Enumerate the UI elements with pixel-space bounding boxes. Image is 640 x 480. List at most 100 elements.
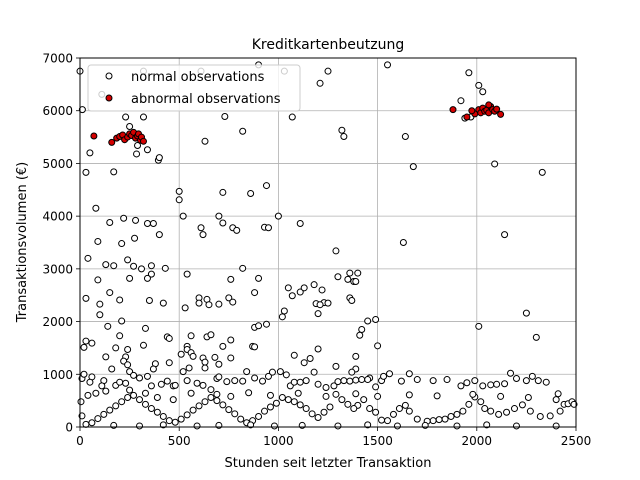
normal-point [189,352,197,360]
normal-point [143,274,151,282]
abnormal-point [90,132,98,140]
normal-point [100,410,108,418]
normal-point [139,341,147,349]
normal-point [298,421,306,429]
normal-point [278,313,286,321]
normal-point [261,407,269,415]
normal-point [132,216,140,224]
normal-point [405,407,413,415]
normal-point [395,405,403,413]
normal-point [266,391,274,399]
normal-point [358,325,366,333]
plot-frame [79,57,577,428]
legend: normal observations abnormal observation… [87,64,301,112]
normal-point [278,393,286,401]
normal-point [197,224,205,232]
normal-point [493,380,501,388]
normal-point [421,421,429,429]
normal-point [159,421,167,429]
normal-point [143,220,151,228]
normal-point [266,403,274,411]
normal-point [96,300,104,308]
data-points [76,61,578,430]
normal-point [332,247,340,255]
normal-point [552,396,560,404]
abnormal-point [108,138,116,146]
normal-point [149,220,157,228]
normal-point [80,370,88,378]
x-tick-label: 2500 [561,434,592,448]
normal-point [338,396,346,404]
normal-point [110,421,118,429]
x-tick-label: 1000 [263,434,294,448]
series-abnormal [90,101,505,146]
normal-point [274,212,282,220]
normal-point [364,376,372,384]
normal-point [334,422,342,430]
normal-point [348,368,356,376]
normal-point [546,412,554,420]
normal-point [372,408,380,416]
normal-point [346,377,354,385]
normal-point [147,405,155,413]
normal-point [344,400,352,408]
normal-point [556,407,564,415]
normal-point [163,377,171,385]
normal-point [215,300,223,308]
normal-point [534,377,542,385]
normal-point [116,378,124,386]
normal-point [247,421,255,429]
normal-point [229,298,237,306]
normal-point [497,392,505,400]
normal-point [159,299,167,307]
normal-point [378,416,386,424]
normal-point [227,354,235,362]
normal-point [512,422,520,430]
normal-point [413,415,421,423]
normal-point [296,401,304,409]
normal-point [153,408,161,416]
normal-point [475,81,483,89]
normal-point [409,163,417,171]
normal-point [364,421,372,429]
normal-point [112,344,120,352]
normal-point [225,294,233,302]
normal-point [110,262,118,270]
normal-point [112,402,120,410]
normal-point [453,410,461,418]
normal-point [386,370,394,378]
normal-point [189,406,197,414]
normal-point [155,231,163,239]
normal-point [447,412,455,420]
normal-point [481,405,489,413]
normal-point [239,127,247,135]
normal-point [528,372,536,380]
normal-point [495,410,503,418]
normal-point [213,390,221,398]
normal-point [453,422,461,430]
normal-point [126,274,134,282]
normal-point [223,378,231,386]
x-axis-label: Stunden seit letzter Transaktion [225,456,432,471]
normal-point [145,296,153,304]
normal-point [318,286,326,294]
normal-point [219,219,227,227]
normal-point [126,123,134,131]
normal-point [324,67,332,75]
normal-point [314,345,322,353]
x-tick-label: 2000 [462,434,493,448]
normal-point [310,281,318,289]
normal-point [374,342,382,350]
normal-point [124,393,132,401]
normal-point [372,315,380,323]
normal-point [179,368,187,376]
normal-point [183,411,191,419]
normal-point [118,317,126,325]
abnormal-point [497,110,505,118]
normal-point [227,275,235,283]
normal-point [459,407,467,415]
normal-point [296,220,304,228]
normal-point [141,324,149,332]
normal-point [179,212,187,220]
